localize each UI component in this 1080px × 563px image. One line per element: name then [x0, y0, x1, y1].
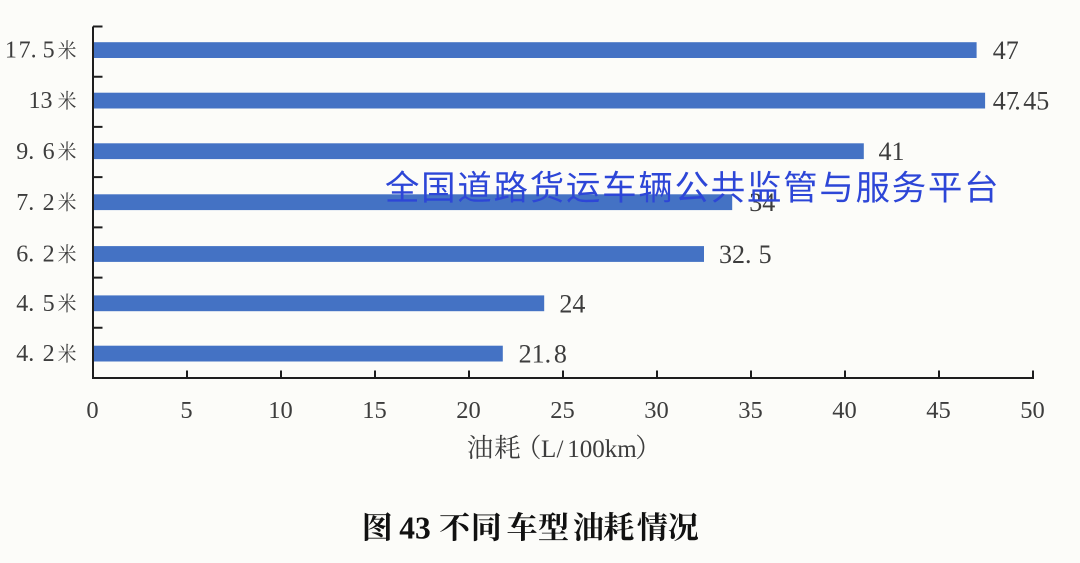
svg-text:24: 24 [559, 289, 585, 318]
svg-text:/: / [557, 436, 564, 463]
svg-text:5: 5 [180, 397, 192, 424]
svg-text:15: 15 [362, 397, 387, 424]
svg-text:21.: 21. [519, 340, 552, 369]
svg-text:10: 10 [268, 397, 293, 424]
svg-text:100km: 100km [567, 436, 637, 463]
svg-text:50: 50 [1020, 397, 1045, 424]
svg-text:40: 40 [832, 397, 857, 424]
svg-text:1: 1 [5, 38, 17, 64]
svg-text:45: 45 [1023, 87, 1049, 116]
svg-text:4.: 4. [16, 341, 34, 367]
svg-text:2: 2 [43, 242, 55, 268]
svg-text:41: 41 [879, 137, 905, 166]
svg-text:32.: 32. [719, 240, 752, 269]
svg-text:47: 47 [993, 87, 1019, 116]
svg-text:.: . [1014, 87, 1021, 116]
svg-text:L: L [541, 436, 556, 463]
svg-text:7.: 7. [16, 190, 34, 216]
svg-text:25: 25 [550, 397, 575, 424]
svg-text:43: 43 [399, 510, 431, 545]
svg-text:6.: 6. [16, 242, 34, 268]
svg-text:7.: 7. [19, 38, 37, 64]
svg-text:47: 47 [993, 36, 1019, 65]
svg-text:5: 5 [43, 38, 55, 64]
svg-text:30: 30 [644, 397, 669, 424]
svg-text:2: 2 [43, 341, 55, 367]
svg-text:4.: 4. [16, 291, 34, 317]
svg-text:8: 8 [554, 340, 567, 369]
svg-text:2: 2 [43, 190, 55, 216]
svg-text:6: 6 [43, 139, 55, 165]
svg-text:5: 5 [43, 291, 55, 317]
svg-text:5: 5 [759, 240, 772, 269]
svg-text:9.: 9. [16, 139, 34, 165]
svg-text:3: 3 [41, 88, 53, 114]
svg-text:0: 0 [86, 397, 98, 424]
svg-text:45: 45 [926, 397, 951, 424]
svg-text:20: 20 [456, 397, 481, 424]
svg-text:1: 1 [29, 88, 41, 114]
svg-text:35: 35 [738, 397, 763, 424]
